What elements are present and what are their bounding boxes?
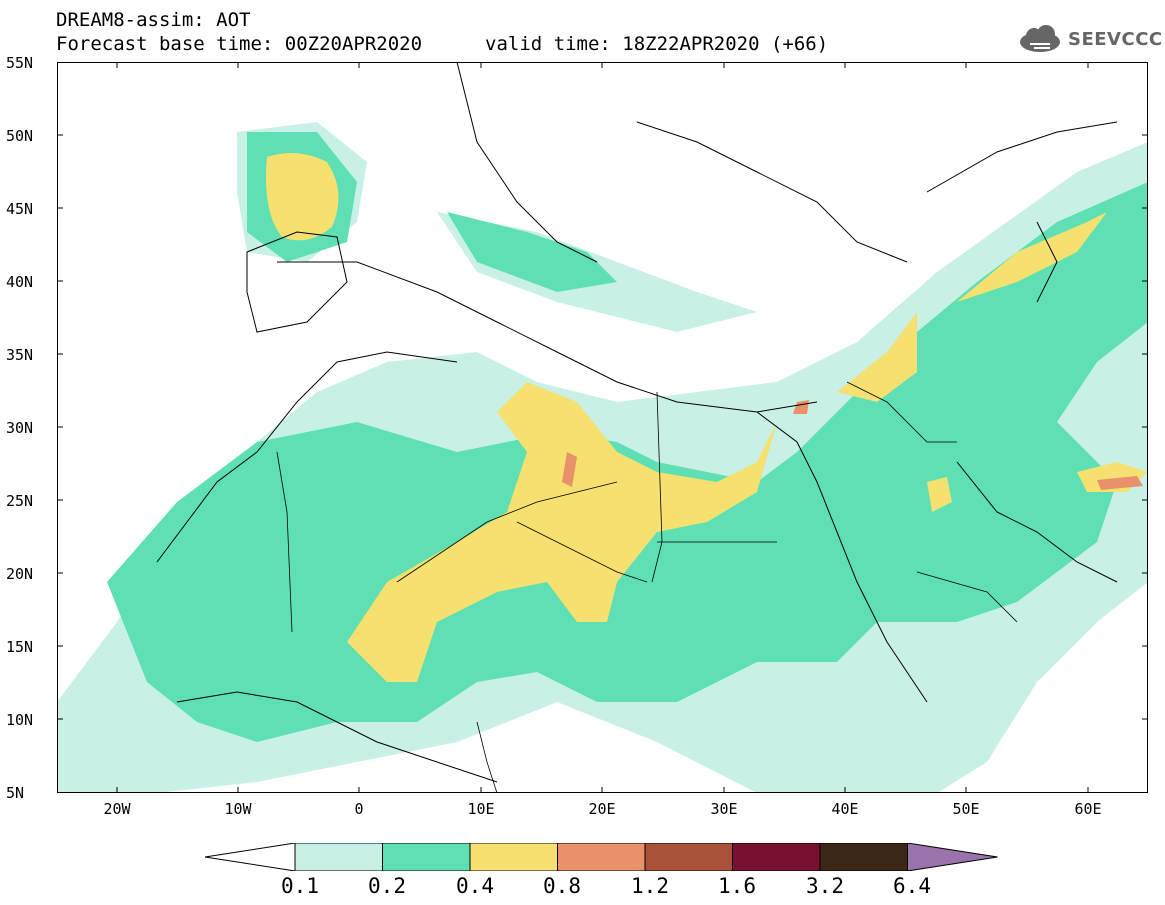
colorbar-label: 3.2 (806, 874, 844, 898)
colorbar-segment (557, 843, 646, 871)
colorbar-segment (205, 843, 296, 871)
forecast-base-time: Forecast base time: 00Z20APR2020 (56, 33, 423, 55)
cloud-icon (1020, 25, 1060, 52)
lat-label: 35N (6, 346, 34, 364)
political-borders (276, 381, 1018, 793)
lat-label: 55N (6, 54, 34, 72)
colorbar-label: 1.6 (718, 874, 756, 898)
lon-label: 60E (1074, 800, 1102, 818)
valid-time: valid time: 18Z22APR2020 (+66) (485, 33, 829, 55)
colorbar-segment (907, 843, 998, 871)
lat-label: 20N (6, 565, 34, 583)
lon-label: 20W (103, 800, 131, 818)
lat-label: 40N (6, 273, 34, 291)
aot-level3-field (266, 153, 1147, 682)
lat-label: 5N (6, 784, 25, 802)
map-title: DREAM8-assim: AOT (56, 9, 251, 31)
colorbar-segment (644, 843, 733, 871)
lon-label: 30E (710, 800, 738, 818)
seevccc-logo: SEEVCCC (1018, 22, 1162, 56)
axis-ticks (57, 62, 1148, 793)
lat-label: 10N (6, 711, 34, 729)
colorbar-label: 0.8 (543, 874, 581, 898)
lat-label: 50N (6, 127, 34, 145)
lat-label: 25N (6, 492, 34, 510)
aot-map (57, 62, 1148, 793)
colorbar (205, 843, 998, 871)
lat-label: 30N (6, 419, 34, 437)
colorbar-segment (294, 843, 383, 871)
aot-level4-field (562, 400, 1143, 490)
coastlines (156, 62, 1118, 783)
colorbar-label: 1.2 (631, 874, 669, 898)
colorbar-label: 0.2 (368, 874, 406, 898)
lon-label: 20E (588, 800, 616, 818)
logo-text: SEEVCCC (1068, 29, 1163, 50)
colorbar-segment (819, 843, 908, 871)
colorbar-label: 0.1 (281, 874, 319, 898)
colorbar-label: 6.4 (893, 874, 931, 898)
colorbar-segment (469, 843, 558, 871)
lat-label: 45N (6, 200, 34, 218)
colorbar-label: 0.4 (456, 874, 494, 898)
lon-label: 0 (354, 800, 364, 818)
lat-label: 15N (6, 638, 34, 656)
lon-label: 40E (831, 800, 859, 818)
colorbar-segment (382, 843, 471, 871)
lon-label: 50E (952, 800, 980, 818)
colorbar-segment (732, 843, 821, 871)
lon-label: 10E (467, 800, 495, 818)
lon-label: 10W (224, 800, 252, 818)
